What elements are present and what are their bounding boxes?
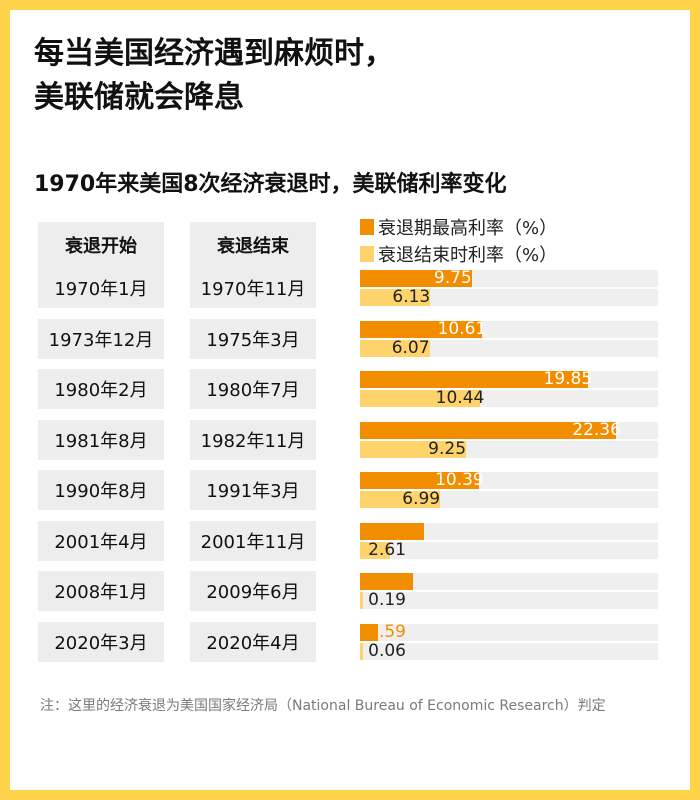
bar-track: [360, 642, 658, 660]
recession-end-cell: 1991年3月: [190, 470, 316, 510]
recession-end-cell: 2020年4月: [190, 621, 316, 662]
column-header-start: 衰退开始: [38, 222, 164, 268]
legend-swatch-end: [360, 245, 374, 262]
recession-end-cell: 1975年3月: [190, 318, 316, 359]
recession-start-cell: 2001年4月: [38, 520, 164, 561]
bar-track: [360, 522, 658, 540]
bar-peak-rate: [360, 270, 472, 287]
recession-end-cell: 1970年11月: [190, 268, 316, 308]
recession-start-cell: 1973年12月: [38, 318, 164, 359]
data-label-peak-rate: 19.85: [543, 369, 593, 389]
bar-end-rate: [360, 491, 441, 508]
data-label-end-rate: 10.44: [435, 388, 485, 408]
bar-track: [360, 339, 658, 357]
recession-end-cell: 2009年6月: [190, 571, 316, 611]
recession-start-cell: 2008年1月: [38, 571, 164, 611]
recession-start-cell: 1980年2月: [38, 369, 164, 409]
headline: 每当美国经济遇到麻烦时， 美联储就会降息: [34, 32, 674, 120]
chart-title: 1970年来美国8次经济衰退时，美联储利率变化: [34, 172, 507, 197]
bar-track: [360, 289, 658, 306]
recession-start-cell: 1981年8月: [38, 419, 164, 460]
recession-start-cell: 2020年3月: [38, 621, 164, 662]
data-label-end-rate: 9.25: [428, 438, 467, 459]
data-label-peak-rate: 10.39: [435, 470, 484, 490]
legend-item-end: 衰退结束时利率（%）: [360, 240, 557, 267]
bar-track: [360, 592, 658, 609]
bar-end-rate: [360, 592, 363, 609]
legend-item-peak: 衰退期最高利率（%）: [360, 213, 557, 240]
headline-line-1: 每当美国经济遇到麻烦时，: [34, 36, 394, 71]
infographic-card: 每当美国经济遇到麻烦时， 美联储就会降息 1970年来美国8次经济衰退时，美联储…: [10, 10, 690, 790]
data-label-peak-rate: 5.59: [386, 520, 425, 541]
legend-swatch-peak: [360, 218, 374, 235]
legend-label-end: 衰退结束时利率（%）: [378, 244, 558, 266]
legend-label-peak: 衰退期最高利率（%）: [378, 217, 558, 239]
data-label-end-rate: 2.61: [368, 539, 406, 560]
recession-end-cell: 2001年11月: [190, 520, 316, 561]
bar-end-rate: [360, 440, 467, 458]
bar-track: [360, 623, 658, 641]
bar-track: [360, 541, 658, 559]
data-label-peak-rate: 22.36: [572, 419, 621, 440]
recession-end-cell: 1982年11月: [190, 419, 316, 460]
data-label-peak-rate: 4.66: [375, 571, 414, 591]
data-label-end-rate: 6.13: [392, 287, 431, 307]
bar-end-rate: [360, 541, 390, 559]
bar-peak-rate: [360, 371, 588, 388]
headline-line-2: 美联储就会降息: [34, 80, 244, 115]
bar-end-rate: [360, 642, 363, 660]
bar-track: [360, 573, 658, 590]
data-label-end-rate: 0.06: [368, 640, 406, 661]
data-label-peak-rate: 10.61: [437, 318, 487, 339]
data-label-peak-rate: 1.59: [368, 621, 406, 642]
data-label-end-rate: 6.07: [391, 337, 430, 358]
bar-peak-rate: [360, 573, 414, 590]
bar-peak-rate: [360, 522, 425, 540]
bar-peak-rate: [360, 320, 482, 338]
bar-peak-rate: [360, 421, 617, 439]
data-label-peak-rate: 9.75: [433, 268, 472, 288]
column-header-end: 衰退结束: [190, 222, 316, 268]
bar-end-rate: [360, 339, 430, 357]
recession-start-cell: 1970年1月: [38, 268, 164, 308]
bar-end-rate: [360, 390, 480, 407]
bar-end-rate: [360, 289, 431, 306]
bar-peak-rate: [360, 472, 480, 489]
data-label-end-rate: 6.99: [402, 489, 441, 509]
data-label-end-rate: 0.19: [368, 590, 406, 610]
footnote: 注：这里的经济衰退为美国国家经济局（National Bureau of Eco…: [40, 698, 606, 714]
recession-end-cell: 1980年7月: [190, 369, 316, 409]
bar-peak-rate: [360, 623, 379, 641]
recession-start-cell: 1990年8月: [38, 470, 164, 510]
legend: 衰退期最高利率（%） 衰退结束时利率（%）: [360, 213, 557, 267]
